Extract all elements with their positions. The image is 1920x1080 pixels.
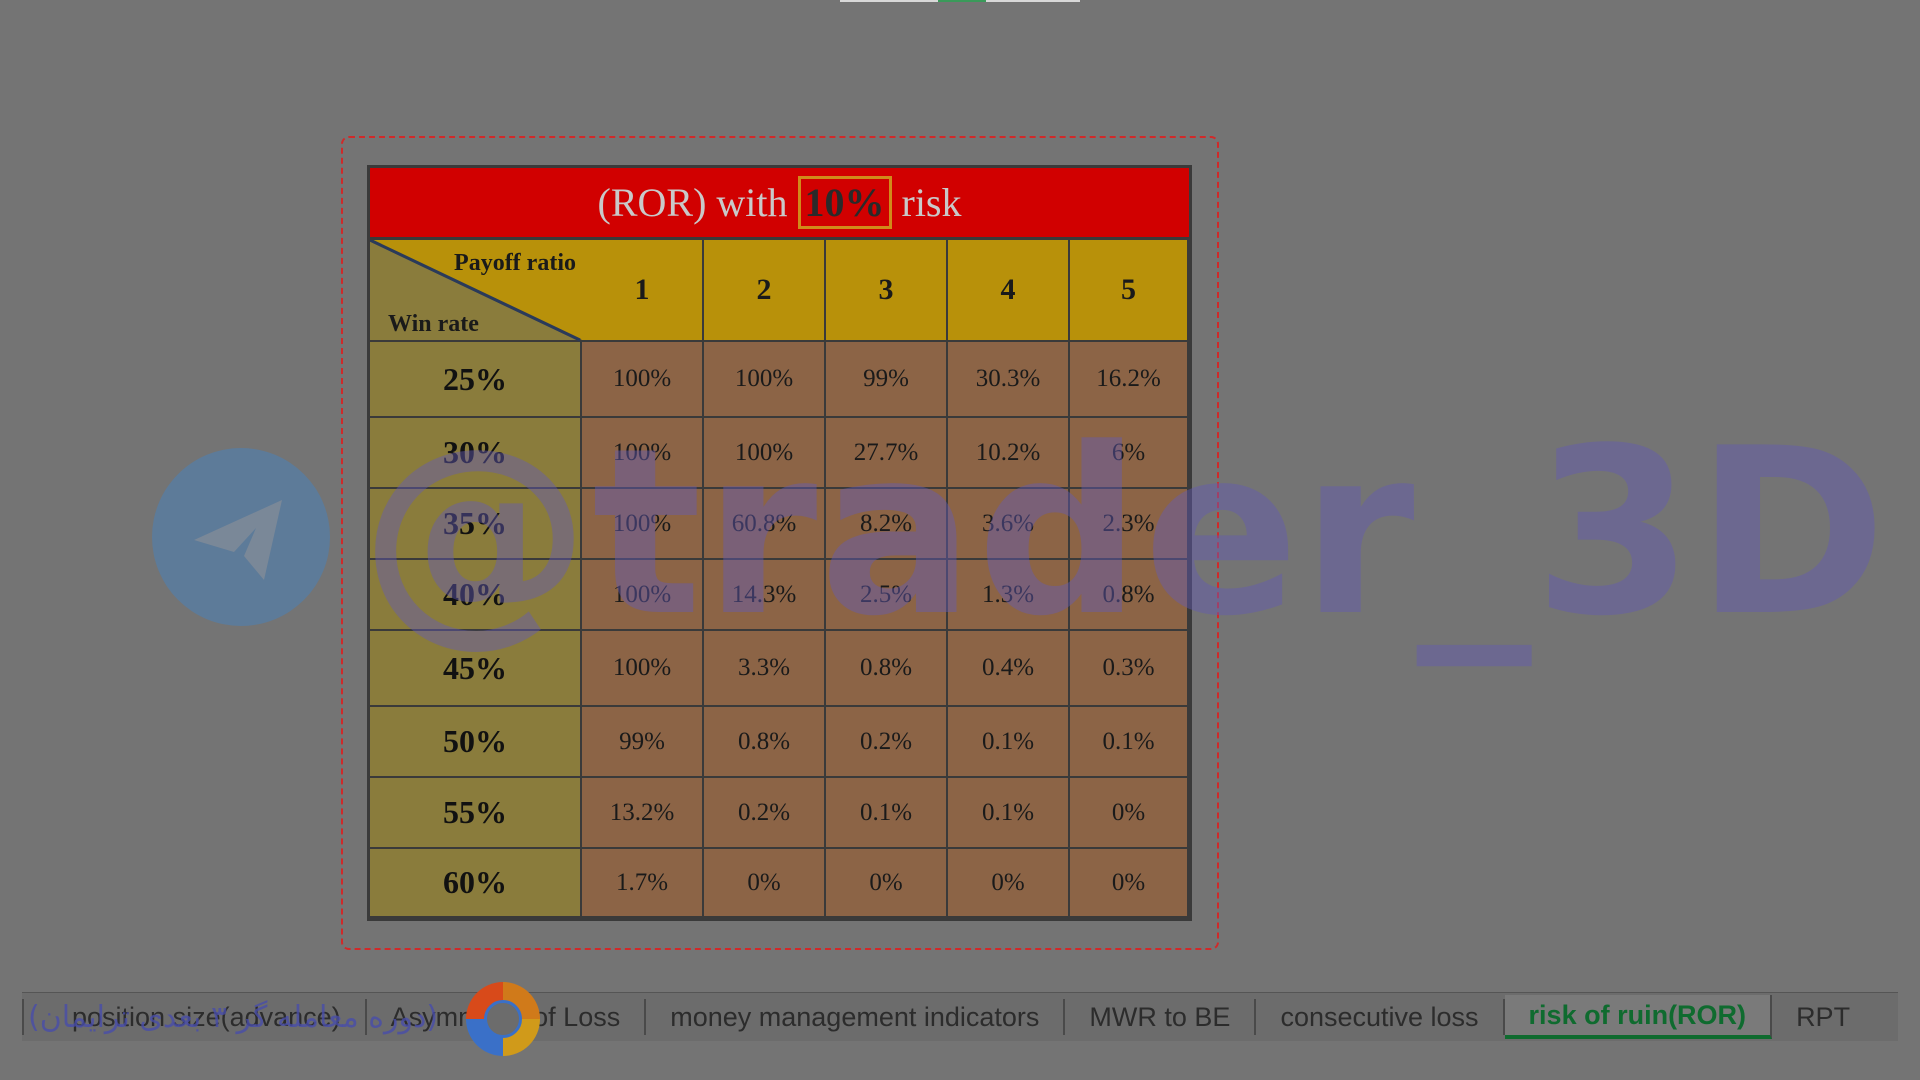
ror-value-cell: 100% bbox=[582, 560, 704, 631]
ror-value-cell: 99% bbox=[582, 707, 704, 778]
ror-value-cell: 13.2% bbox=[582, 778, 704, 849]
ror-value-cell: 10.2% bbox=[948, 418, 1070, 489]
ror-value-cell: 8.2% bbox=[826, 489, 948, 560]
sheet-tab-bar: position size(advance) Asymmetry of Loss m… bbox=[22, 992, 1898, 1041]
ror-value-cell: 0.1% bbox=[1070, 707, 1189, 778]
ror-value-cell: 0.2% bbox=[704, 778, 826, 849]
payoff-column-header: 3 bbox=[826, 240, 948, 342]
ror-value-cell: 2.3% bbox=[1070, 489, 1189, 560]
ror-value-cell: 0% bbox=[826, 849, 948, 918]
ror-value-cell: 0.3% bbox=[1070, 631, 1189, 707]
ror-value-cell: 99% bbox=[826, 342, 948, 418]
ror-value-cell: 0% bbox=[704, 849, 826, 918]
ror-value-cell: 0.1% bbox=[948, 778, 1070, 849]
ror-value-cell: 100% bbox=[582, 631, 704, 707]
ror-value-cell: 2.5% bbox=[826, 560, 948, 631]
selection-frame bbox=[341, 136, 1219, 950]
ror-table-image: (ROR) with 10% risk Payoff ratio Win rat… bbox=[367, 165, 1192, 921]
ror-value-cell: 100% bbox=[704, 418, 826, 489]
title-prefix: (ROR) with bbox=[597, 180, 788, 225]
ror-value-cell: 100% bbox=[582, 418, 704, 489]
corner-payoff-label: Payoff ratio bbox=[454, 250, 576, 276]
course-logo-icon bbox=[466, 982, 540, 1056]
title-suffix: risk bbox=[901, 180, 962, 225]
corner-diagonal bbox=[370, 240, 582, 342]
payoff-column-header: 2 bbox=[704, 240, 826, 342]
win-rate-row-header: 45% bbox=[370, 631, 582, 707]
window-top-strip bbox=[840, 0, 1080, 2]
ror-value-cell: 60.8% bbox=[704, 489, 826, 560]
sheet-tab[interactable]: RPT bbox=[1796, 1001, 1851, 1032]
ror-value-cell: 14.3% bbox=[704, 560, 826, 631]
sheet-tab[interactable]: position size(advance) bbox=[22, 999, 367, 1035]
ror-value-cell: 6% bbox=[1070, 418, 1189, 489]
sheet-tab[interactable]: risk of ruin(ROR) bbox=[1504, 995, 1773, 1039]
watermark-caption: (دوره معامله گر ۳ بعدی ترایمان) bbox=[28, 1000, 439, 1035]
ror-value-cell: 1.7% bbox=[582, 849, 704, 918]
telegram-icon bbox=[152, 448, 330, 626]
sheet-tab[interactable]: money management indicators bbox=[646, 999, 1066, 1035]
ror-value-cell: 0.8% bbox=[704, 707, 826, 778]
ror-value-cell: 0% bbox=[948, 849, 1070, 918]
sheet-tab[interactable]: MWR to BE bbox=[1065, 999, 1257, 1035]
ror-value-cell: 27.7% bbox=[826, 418, 948, 489]
win-rate-row-header: 40% bbox=[370, 560, 582, 631]
ror-value-cell: 3.6% bbox=[948, 489, 1070, 560]
top-strip-marker bbox=[938, 0, 986, 2]
payoff-column-header: 4 bbox=[948, 240, 1070, 342]
ror-value-cell: 30.3% bbox=[948, 342, 1070, 418]
ror-value-cell: 0.1% bbox=[826, 778, 948, 849]
win-rate-row-header: 55% bbox=[370, 778, 582, 849]
ror-value-cell: 1.3% bbox=[948, 560, 1070, 631]
ror-value-cell: 0% bbox=[1070, 778, 1189, 849]
win-rate-row-header: 50% bbox=[370, 707, 582, 778]
win-rate-row-header: 30% bbox=[370, 418, 582, 489]
ror-value-cell: 0.8% bbox=[1070, 560, 1189, 631]
ror-value-cell: 0.1% bbox=[948, 707, 1070, 778]
corner-winrate-label: Win rate bbox=[388, 311, 479, 337]
ror-value-cell: 3.3% bbox=[704, 631, 826, 707]
title-risk-value: 10% bbox=[797, 176, 892, 229]
ror-value-cell: 0.2% bbox=[826, 707, 948, 778]
ror-grid: Payoff ratio Win rate 1 2 3 4 5 25% 100% 100% 99… bbox=[370, 240, 1189, 918]
ror-value-cell: 0% bbox=[1070, 849, 1189, 918]
corner-header: Payoff ratio Win rate bbox=[370, 240, 582, 342]
ror-value-cell: 100% bbox=[582, 489, 704, 560]
ror-value-cell: 0.8% bbox=[826, 631, 948, 707]
ror-value-cell: 100% bbox=[582, 342, 704, 418]
sheet-tab[interactable]: consecutive loss bbox=[1256, 999, 1505, 1035]
win-rate-row-header: 60% bbox=[370, 849, 582, 918]
ror-value-cell: 100% bbox=[704, 342, 826, 418]
win-rate-row-header: 25% bbox=[370, 342, 582, 418]
win-rate-row-header: 35% bbox=[370, 489, 582, 560]
payoff-column-header: 5 bbox=[1070, 240, 1189, 342]
payoff-column-header: 1 bbox=[582, 240, 704, 342]
table-title: (ROR) with 10% risk bbox=[370, 168, 1189, 240]
ror-value-cell: 0.4% bbox=[948, 631, 1070, 707]
ror-value-cell: 16.2% bbox=[1070, 342, 1189, 418]
watermark-handle: @trader_3D bbox=[360, 400, 1889, 667]
